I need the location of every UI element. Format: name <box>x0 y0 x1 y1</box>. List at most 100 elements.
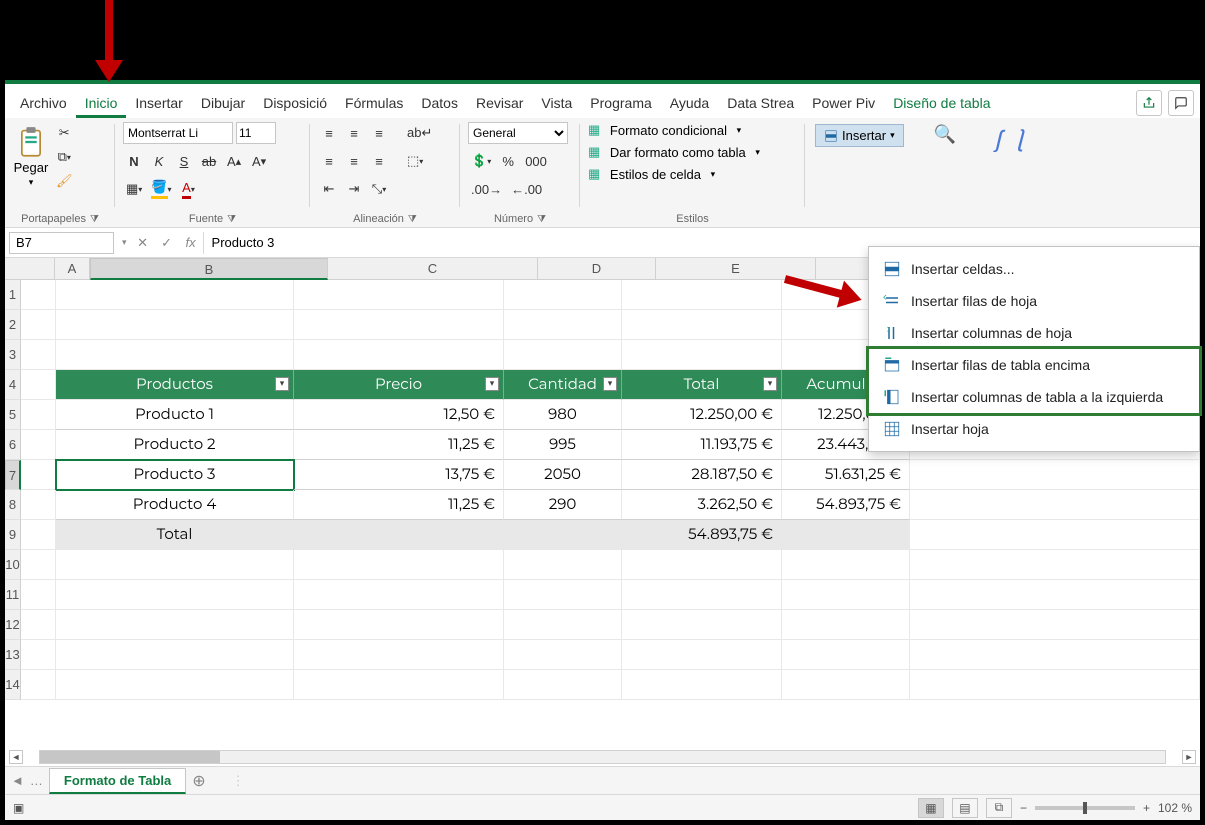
format-painter-icon[interactable]: 🖌 <box>53 170 76 192</box>
align-center-icon[interactable]: ≡ <box>343 150 365 172</box>
table-header[interactable]: Cantidad▾ <box>504 370 622 400</box>
bold-button[interactable]: N <box>123 150 145 172</box>
tab-insertar[interactable]: Insertar <box>126 89 191 118</box>
table-cell[interactable]: 3.262,50 € <box>622 490 782 520</box>
insert-dropdown-button[interactable]: Insertar ▾ <box>815 124 904 147</box>
tab-fórmulas[interactable]: Fórmulas <box>336 89 412 118</box>
table-cell[interactable]: 980 <box>504 400 622 430</box>
align-left-icon[interactable]: ≡ <box>318 150 340 172</box>
tab-revisar[interactable]: Revisar <box>467 89 532 118</box>
paste-button[interactable]: Pegar ▾ <box>13 122 49 188</box>
page-break-view-icon[interactable]: ⧉ <box>986 798 1012 818</box>
tab-vista[interactable]: Vista <box>532 89 581 118</box>
merge-icon[interactable]: ⬚▾ <box>404 150 426 172</box>
copy-icon[interactable]: ⧉▾ <box>53 146 75 168</box>
page-layout-view-icon[interactable]: ▤ <box>952 798 978 818</box>
row-header[interactable]: 2 <box>5 310 21 340</box>
underline-button[interactable]: S <box>173 150 195 172</box>
table-cell[interactable]: Producto 3 <box>56 460 294 490</box>
share-icon[interactable] <box>1136 90 1162 116</box>
table-total-cell[interactable] <box>782 520 910 550</box>
decrease-decimal-icon[interactable]: ←.00 <box>508 178 545 200</box>
format-as-table-button[interactable]: ▦ Dar formato como tabla ▾ <box>588 144 760 160</box>
tab-ayuda[interactable]: Ayuda <box>661 89 718 118</box>
table-total-cell[interactable] <box>294 520 504 550</box>
tab-power-piv[interactable]: Power Piv <box>803 89 884 118</box>
table-total-cell[interactable]: Total <box>56 520 294 550</box>
horizontal-scrollbar[interactable]: ◄ ► <box>5 748 1200 766</box>
select-all-corner[interactable] <box>5 258 55 279</box>
align-middle-icon[interactable]: ≡ <box>343 122 365 144</box>
currency-icon[interactable]: 💲▾ <box>468 150 494 172</box>
row-header[interactable]: 5 <box>5 400 21 430</box>
align-top-icon[interactable]: ≡ <box>318 122 340 144</box>
zoom-slider[interactable] <box>1035 806 1135 810</box>
name-box[interactable] <box>9 232 114 254</box>
tab-inicio[interactable]: Inicio <box>76 89 127 118</box>
table-cell[interactable]: 2050 <box>504 460 622 490</box>
table-cell[interactable]: 11,25 € <box>294 490 504 520</box>
table-cell[interactable]: 12.250,00 € <box>622 400 782 430</box>
conditional-format-button[interactable]: ▦ Formato condicional ▾ <box>588 122 741 138</box>
table-cell[interactable]: 28.187,50 € <box>622 460 782 490</box>
cell-styles-button[interactable]: ▦ Estilos de celda ▾ <box>588 166 715 182</box>
decrease-indent-icon[interactable]: ⇤ <box>318 178 340 200</box>
cut-icon[interactable]: ✂ <box>53 122 75 144</box>
fill-color-button[interactable]: 🪣▾ <box>148 178 174 200</box>
thousands-icon[interactable]: 000 <box>522 150 550 172</box>
table-cell[interactable]: Producto 1 <box>56 400 294 430</box>
enter-formula-icon[interactable]: ✓ <box>155 231 179 255</box>
cancel-formula-icon[interactable]: ✕ <box>131 231 155 255</box>
percent-icon[interactable]: % <box>497 150 519 172</box>
tab-dibujar[interactable]: Dibujar <box>192 89 254 118</box>
scroll-right-icon[interactable]: ► <box>1182 750 1196 764</box>
fx-icon[interactable]: fx <box>179 231 203 255</box>
table-cell[interactable]: 51.631,25 € <box>782 460 910 490</box>
scroll-left-icon[interactable]: ◄ <box>9 750 23 764</box>
row-header[interactable]: 11 <box>5 580 21 610</box>
filter-icon[interactable]: ▾ <box>275 377 289 391</box>
menu-item[interactable]: Insertar celdas... <box>869 253 1199 285</box>
tab-data-strea[interactable]: Data Strea <box>718 89 803 118</box>
table-cell[interactable]: 995 <box>504 430 622 460</box>
number-format-select[interactable]: General <box>468 122 568 144</box>
row-header[interactable]: 3 <box>5 340 21 370</box>
table-header[interactable]: Precio▾ <box>294 370 504 400</box>
row-header[interactable]: 12 <box>5 610 21 640</box>
font-size-input[interactable] <box>236 122 276 144</box>
tab-disposició[interactable]: Disposició <box>254 89 336 118</box>
column-header[interactable]: D <box>538 258 656 279</box>
row-header[interactable]: 10 <box>5 550 21 580</box>
filter-icon[interactable]: ▾ <box>485 377 499 391</box>
table-cell[interactable]: 13,75 € <box>294 460 504 490</box>
new-sheet-icon[interactable]: ⊕ <box>192 771 205 791</box>
tab-diseño-de-tabla[interactable]: Diseño de tabla <box>884 89 999 118</box>
sheet-tab-active[interactable]: Formato de Tabla <box>49 768 186 794</box>
tab-datos[interactable]: Datos <box>412 89 467 118</box>
record-macro-icon[interactable]: ▣ <box>13 801 24 815</box>
table-cell[interactable]: 290 <box>504 490 622 520</box>
row-header[interactable]: 1 <box>5 280 21 310</box>
increase-indent-icon[interactable]: ⇥ <box>343 178 365 200</box>
align-bottom-icon[interactable]: ≡ <box>368 122 390 144</box>
strike-button[interactable]: ab <box>198 150 220 172</box>
table-total-cell[interactable] <box>504 520 622 550</box>
addins-icon[interactable]: ⎰⎱ <box>986 124 1030 156</box>
tab-archivo[interactable]: Archivo <box>11 89 76 118</box>
search-icon[interactable]: 🔍 <box>934 124 956 145</box>
wrap-text-icon[interactable]: ab↵ <box>404 122 435 144</box>
zoom-out-icon[interactable]: − <box>1020 801 1027 815</box>
italic-button[interactable]: K <box>148 150 170 172</box>
table-cell[interactable]: Producto 4 <box>56 490 294 520</box>
menu-item[interactable]: Insertar columnas de tabla a la izquierd… <box>869 381 1199 413</box>
comments-icon[interactable] <box>1168 90 1194 116</box>
menu-item[interactable]: Insertar hoja <box>869 413 1199 445</box>
increase-decimal-icon[interactable]: .00→ <box>468 178 505 200</box>
font-color-button[interactable]: A▾ <box>178 178 200 200</box>
shrink-font-button[interactable]: A▾ <box>248 150 270 172</box>
orientation-icon[interactable]: ⤡▾ <box>368 178 390 200</box>
dialog-launcher-icon[interactable]: ⧩ <box>90 214 99 225</box>
column-header[interactable]: A <box>55 258 90 279</box>
row-header[interactable]: 8 <box>5 490 21 520</box>
table-cell[interactable]: 11,25 € <box>294 430 504 460</box>
